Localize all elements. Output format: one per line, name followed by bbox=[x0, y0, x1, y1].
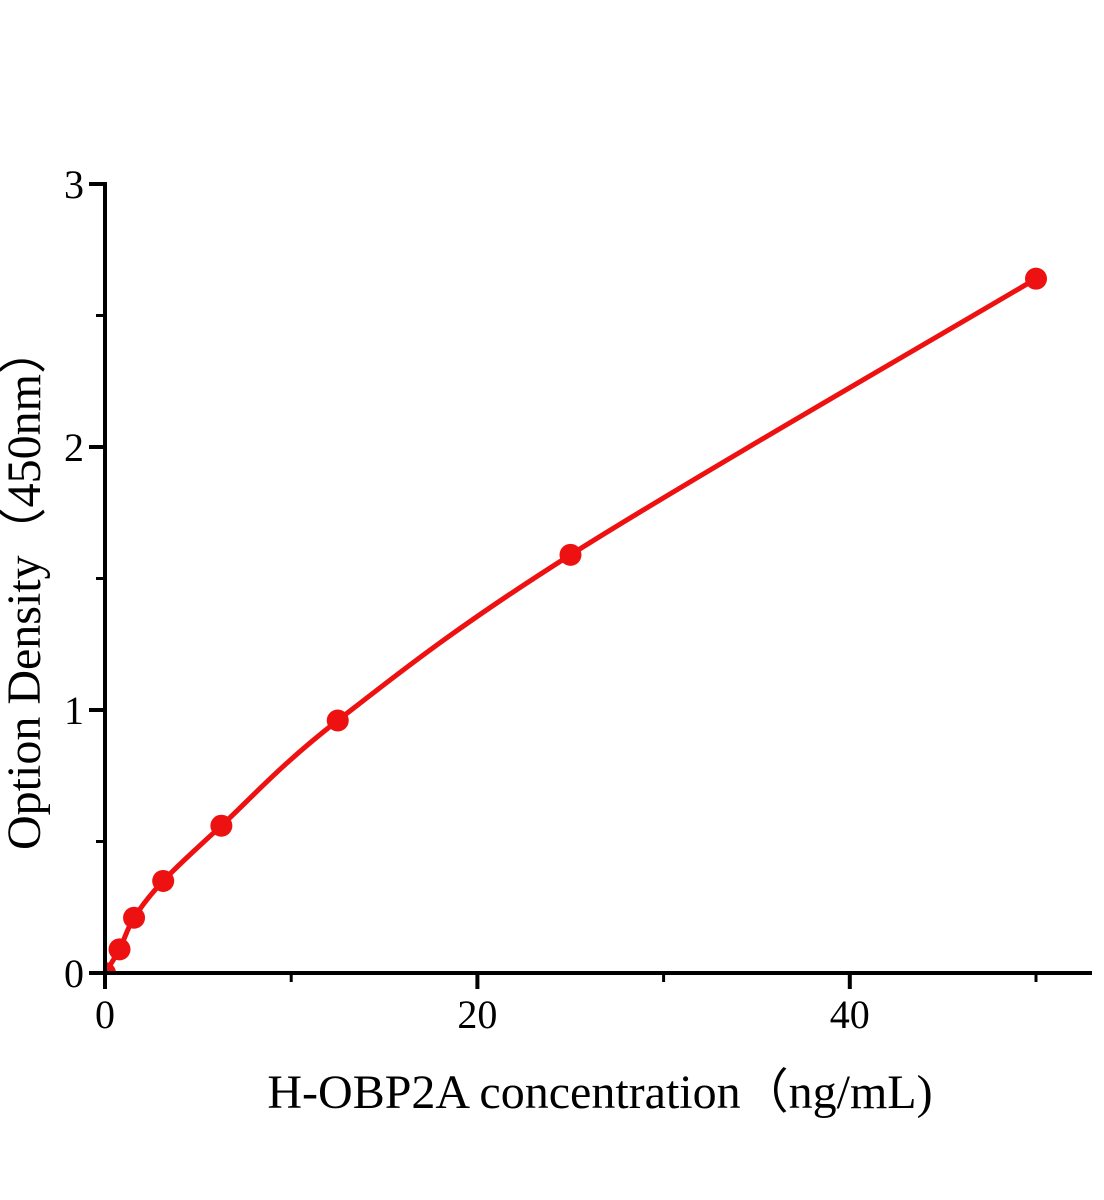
y-tick-label: 3 bbox=[64, 162, 84, 207]
data-point-marker bbox=[123, 906, 146, 929]
data-point-marker bbox=[152, 869, 175, 892]
data-series-layer bbox=[105, 267, 1048, 973]
data-point-marker bbox=[1025, 267, 1048, 290]
x-tick-label: 20 bbox=[457, 992, 497, 1037]
data-point-marker bbox=[108, 938, 131, 961]
y-tick-label: 1 bbox=[64, 688, 84, 733]
data-point-marker bbox=[210, 814, 233, 837]
curve-line bbox=[105, 276, 1038, 973]
y-tick-label: 2 bbox=[64, 425, 84, 470]
tick-label-layer: 0 20 40 0 1 2 3 bbox=[64, 162, 870, 1037]
y-tick-label: 0 bbox=[64, 951, 84, 996]
x-tick-label: 0 bbox=[95, 992, 115, 1037]
data-point-marker bbox=[326, 709, 349, 732]
x-tick-label: 40 bbox=[830, 992, 870, 1037]
axis-layer bbox=[89, 182, 1092, 989]
x-axis-title: H-OBP2A concentration（ng/mL) bbox=[267, 1066, 932, 1119]
y-axis-title: Option Density（450nm） bbox=[0, 326, 51, 850]
data-point-marker bbox=[559, 543, 582, 566]
data-point-marker bbox=[105, 962, 116, 973]
